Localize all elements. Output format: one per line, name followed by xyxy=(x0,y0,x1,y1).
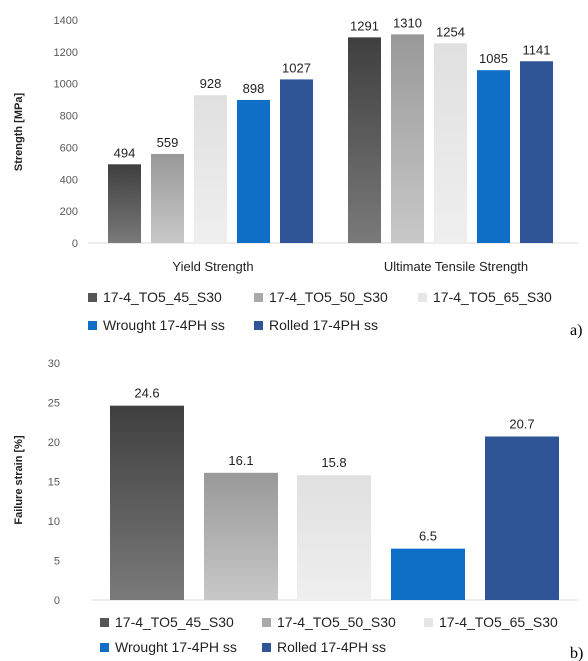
failure-strain-y-tick-0: 0 xyxy=(54,595,60,607)
strength-legend-swatch-17-4-to5-45-s30 xyxy=(88,293,97,302)
strength-y-tick-4: 800 xyxy=(60,111,78,123)
failure-strain-legend-label-17-4-to5-50-s30: 17-4_TO5_50_S30 xyxy=(277,614,396,630)
strength-legend-label-17-4-to5-65-s30: 17-4_TO5_65_S30 xyxy=(433,289,552,305)
strength-legend-swatch-wrought-17-4ph-ss xyxy=(88,321,97,330)
strength-legend-label-17-4-to5-45-s30: 17-4_TO5_45_S30 xyxy=(103,289,222,305)
failure-strain-legend-swatch-17-4-to5-65-s30 xyxy=(424,618,433,627)
strength-legend-item-17-4-to5-50-s30: 17-4_TO5_50_S30 xyxy=(254,289,388,305)
strength-data-label-ultimate-tensile-strength-17-4-to5-65-s30: 1254 xyxy=(436,24,465,39)
strength-legend-swatch-17-4-to5-50-s30 xyxy=(254,293,263,302)
failure-strain-data-label-17-4-to5-50-s30: 16.1 xyxy=(228,453,253,468)
failure-strain-bar-17-4-to5-50-s30 xyxy=(204,472,278,600)
failure-strain-legend-item-wrought-17-4ph-ss: Wrought 17-4PH ss xyxy=(100,639,237,655)
strength-legend-label-rolled-17-4ph-ss: Rolled 17-4PH ss xyxy=(269,317,378,333)
strength-data-label-ultimate-tensile-strength-17-4-to5-45-s30: 1291 xyxy=(350,18,379,33)
legend-failure-strain: 17-4_TO5_45_S30 17-4_TO5_50_S30 17-4_TO5_6… xyxy=(100,614,558,655)
failure-strain-data-label-17-4-to5-45-s30: 24.6 xyxy=(134,386,159,401)
y-ticks-failure-strain: 0 5 10 15 20 25 30 xyxy=(48,358,60,607)
bars-failure-strain: 24.6 16.1 15.8 6.5 20.7 xyxy=(110,386,559,600)
y-axis-title-strength: Strength [MPa] xyxy=(13,93,25,172)
strength-data-label-yield-strength-rolled-17-4ph-ss: 1027 xyxy=(282,60,311,75)
strength-data-label-ultimate-tensile-strength-wrought-17-4ph-ss: 1085 xyxy=(479,51,508,66)
strength-bar-yield-strength-wrought-17-4ph-ss xyxy=(237,99,270,243)
failure-strain-y-tick-2: 10 xyxy=(48,516,60,528)
failure-strain-y-tick-5: 25 xyxy=(48,398,60,410)
strength-legend-label-wrought-17-4ph-ss: Wrought 17-4PH ss xyxy=(103,317,225,333)
failure-strain-data-label-17-4-to5-65-s30: 15.8 xyxy=(321,455,346,470)
failure-strain-bar-17-4-to5-45-s30 xyxy=(110,405,184,600)
failure-strain-data-label-wrought-17-4ph-ss: 6.5 xyxy=(419,529,437,544)
strength-y-tick-2: 400 xyxy=(60,174,78,186)
strength-data-label-yield-strength-wrought-17-4ph-ss: 898 xyxy=(243,81,265,96)
strength-y-tick-1: 200 xyxy=(60,206,78,218)
strength-bar-yield-strength-17-4-to5-50-s30 xyxy=(151,153,184,243)
strength-bar-yield-strength-rolled-17-4ph-ss xyxy=(280,79,313,243)
strength-data-label-ultimate-tensile-strength-17-4-to5-50-s30: 1310 xyxy=(393,15,422,30)
failure-strain-legend-label-17-4-to5-65-s30: 17-4_TO5_65_S30 xyxy=(439,614,558,630)
strength-legend-swatch-rolled-17-4ph-ss xyxy=(254,321,263,330)
strength-bar-ultimate-tensile-strength-17-4-to5-50-s30 xyxy=(391,34,424,244)
failure-strain-y-tick-3: 15 xyxy=(48,477,60,489)
failure-strain-legend-swatch-17-4-to5-50-s30 xyxy=(262,618,271,627)
failure-strain-bar-17-4-to5-65-s30 xyxy=(297,475,371,600)
bars-strength: 494 559 928 898 1027 1291 1310 1254 1085 1141 xyxy=(108,15,553,244)
strength-bar-ultimate-tensile-strength-17-4-to5-45-s30 xyxy=(348,37,381,243)
legend-strength: 17-4_TO5_45_S30 17-4_TO5_50_S30 17-4_TO5_6… xyxy=(88,289,552,333)
failure-strain-legend-swatch-wrought-17-4ph-ss xyxy=(100,643,109,652)
strength-bar-yield-strength-17-4-to5-45-s30 xyxy=(108,164,141,243)
strength-legend-item-rolled-17-4ph-ss: Rolled 17-4PH ss xyxy=(254,317,378,333)
strength-y-tick-5: 1000 xyxy=(54,79,78,91)
panel-label-a: a) xyxy=(570,322,582,339)
panel-label-b: b) xyxy=(570,645,583,661)
y-ticks-strength: 0 200 400 600 800 1000 1200 1400 xyxy=(54,15,78,250)
failure-strain-data-label-rolled-17-4ph-ss: 20.7 xyxy=(509,416,534,431)
failure-strain-legend-item-17-4-to5-65-s30: 17-4_TO5_65_S30 xyxy=(424,614,558,630)
strength-y-tick-6: 1200 xyxy=(54,47,78,59)
strength-y-tick-7: 1400 xyxy=(54,15,78,27)
strength-data-label-yield-strength-17-4-to5-65-s30: 928 xyxy=(200,76,222,91)
strength-legend-item-17-4-to5-45-s30: 17-4_TO5_45_S30 xyxy=(88,289,222,305)
strength-bar-ultimate-tensile-strength-17-4-to5-65-s30 xyxy=(434,43,467,244)
strength-category-label-yield-strength: Yield Strength xyxy=(172,259,253,274)
failure-strain-legend-item-17-4-to5-50-s30: 17-4_TO5_50_S30 xyxy=(262,614,396,630)
strength-legend-item-wrought-17-4ph-ss: Wrought 17-4PH ss xyxy=(88,317,225,333)
strength-data-label-ultimate-tensile-strength-rolled-17-4ph-ss: 1141 xyxy=(523,42,551,57)
category-labels-strength: Yield Strength Ultimate Tensile Strength xyxy=(172,259,528,274)
strength-bar-yield-strength-17-4-to5-65-s30 xyxy=(194,95,227,243)
failure-strain-legend-item-17-4-to5-45-s30: 17-4_TO5_45_S30 xyxy=(100,614,234,630)
panel-a-strength-chart: Strength [MPa] 0 200 400 600 800 1000 1200 1400… xyxy=(13,15,582,339)
failure-strain-legend-swatch-17-4-to5-45-s30 xyxy=(100,618,109,627)
strength-legend-swatch-17-4-to5-65-s30 xyxy=(418,293,427,302)
failure-strain-y-tick-1: 5 xyxy=(54,556,60,568)
failure-strain-bar-rolled-17-4ph-ss xyxy=(485,436,559,600)
strength-legend-label-17-4-to5-50-s30: 17-4_TO5_50_S30 xyxy=(269,289,388,305)
failure-strain-y-tick-6: 30 xyxy=(48,358,60,370)
failure-strain-legend-swatch-rolled-17-4ph-ss xyxy=(262,643,271,652)
strength-category-label-ultimate-tensile-strength: Ultimate Tensile Strength xyxy=(384,259,528,274)
strength-y-tick-0: 0 xyxy=(72,238,78,250)
strength-legend-item-17-4-to5-65-s30: 17-4_TO5_65_S30 xyxy=(418,289,552,305)
strength-data-label-yield-strength-17-4-to5-45-s30: 494 xyxy=(114,145,136,160)
failure-strain-legend-item-rolled-17-4ph-ss: Rolled 17-4PH ss xyxy=(262,639,386,655)
failure-strain-bar-wrought-17-4ph-ss xyxy=(391,548,465,600)
failure-strain-legend-label-17-4-to5-45-s30: 17-4_TO5_45_S30 xyxy=(115,614,234,630)
failure-strain-legend-label-rolled-17-4ph-ss: Rolled 17-4PH ss xyxy=(277,639,386,655)
strength-data-label-yield-strength-17-4-to5-50-s30: 559 xyxy=(157,135,179,150)
y-axis-title-failure-strain: Failure strain [%] xyxy=(13,435,25,525)
strength-bar-ultimate-tensile-strength-rolled-17-4ph-ss xyxy=(520,61,553,243)
failure-strain-legend-label-wrought-17-4ph-ss: Wrought 17-4PH ss xyxy=(115,639,237,655)
strength-bar-ultimate-tensile-strength-wrought-17-4ph-ss xyxy=(477,70,510,243)
failure-strain-y-tick-4: 20 xyxy=(48,437,60,449)
panel-b-failure-strain-chart: Failure strain [%] 0 5 10 15 20 25 30 24.6 16.1… xyxy=(13,358,583,661)
strength-y-tick-3: 600 xyxy=(60,142,78,154)
